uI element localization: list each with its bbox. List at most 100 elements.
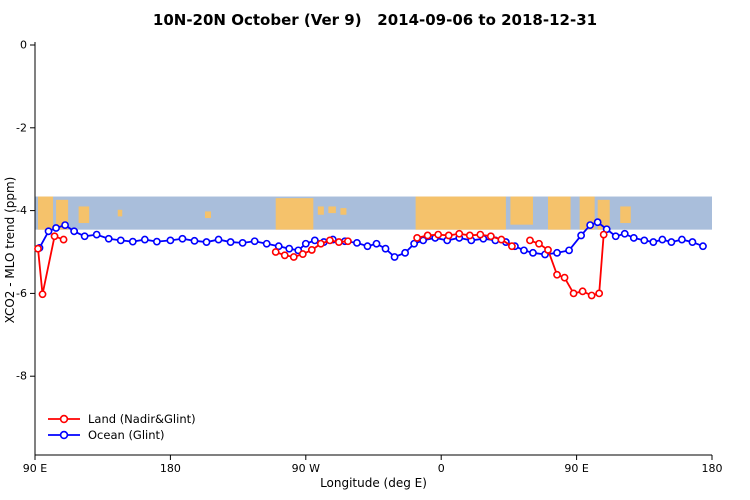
x-tick-label: 90 E — [564, 462, 588, 475]
data-point — [413, 234, 422, 242]
legend-label-land: Land (Nadir&Glint) — [88, 412, 196, 426]
data-point — [640, 236, 649, 245]
y-tick-label: -2 — [16, 121, 27, 134]
data-point — [128, 237, 137, 246]
data-point — [423, 231, 432, 240]
data-point — [390, 253, 399, 261]
data-point — [80, 232, 89, 241]
data-point — [190, 236, 199, 245]
legend-item-land: Land (Nadir&Glint) — [47, 411, 196, 427]
y-tick-label: -6 — [16, 287, 27, 300]
x-tick-label: 90 E — [23, 462, 47, 475]
data-point — [289, 253, 298, 261]
map-band — [35, 196, 712, 230]
data-point — [274, 242, 283, 251]
data-point — [529, 248, 537, 257]
data-point — [486, 232, 495, 241]
data-point — [381, 244, 390, 253]
data-point — [553, 270, 561, 279]
data-point — [50, 232, 59, 241]
data-point — [344, 237, 352, 246]
data-point — [52, 224, 60, 232]
data-point — [238, 238, 247, 247]
data-point — [38, 290, 47, 299]
data-point — [59, 235, 68, 244]
data-point — [434, 230, 443, 239]
data-point — [658, 235, 667, 244]
data-point — [629, 234, 638, 242]
legend: Land (Nadir&Glint) Ocean (Glint) — [47, 411, 196, 443]
data-point — [410, 239, 419, 248]
data-point — [586, 221, 595, 229]
data-point — [226, 238, 235, 246]
axes — [34, 42, 712, 456]
data-point — [569, 289, 578, 298]
series-land — [34, 229, 608, 300]
data-point — [620, 229, 629, 238]
data-point — [649, 238, 658, 246]
data-point — [444, 231, 453, 240]
data-point — [214, 235, 223, 244]
data-point — [497, 235, 506, 244]
legend-label-ocean: Ocean (Glint) — [88, 428, 165, 442]
data-point — [599, 230, 608, 239]
data-point — [250, 237, 259, 246]
data-point — [70, 227, 79, 236]
x-tick-label: 180 — [160, 462, 181, 475]
data-point — [202, 238, 211, 246]
y-tick-label: -4 — [16, 204, 27, 217]
data-point — [560, 273, 569, 282]
y-tick-label: -8 — [16, 370, 27, 383]
legend-item-ocean: Ocean (Glint) — [47, 427, 196, 443]
x-tick-label: 0 — [438, 462, 445, 475]
data-point — [553, 248, 561, 257]
legend-key-ocean-icon — [48, 430, 80, 440]
data-point — [476, 230, 485, 239]
data-point — [508, 242, 516, 251]
data-point — [526, 236, 534, 245]
data-point — [667, 238, 676, 246]
data-point — [593, 218, 602, 227]
data-point — [140, 235, 149, 244]
data-point — [611, 232, 620, 241]
data-point — [544, 246, 552, 254]
data-point — [166, 236, 175, 245]
tick-labels: 0 -2 -4 -6 -8 90 E 180 90 W 0 90 E 180 — [16, 39, 722, 476]
data-point — [595, 289, 604, 298]
data-point — [577, 231, 586, 240]
chart-title: 10N-20N October (Ver 9) 2014-09-06 to 20… — [152, 11, 598, 29]
data-point — [587, 291, 596, 300]
data-point — [178, 234, 187, 243]
data-point — [678, 235, 686, 244]
x-tick-label: 90 W — [292, 462, 320, 475]
data-point — [116, 236, 125, 245]
x-axis-title: Longitude (deg E) — [320, 476, 427, 490]
data-point — [363, 242, 372, 251]
data-point — [310, 236, 319, 245]
data-point — [699, 242, 707, 251]
data-point — [535, 239, 543, 248]
data-point — [688, 238, 697, 246]
data-point — [325, 236, 334, 245]
data-point — [271, 248, 280, 256]
data-point — [61, 221, 69, 229]
data-point — [316, 239, 325, 248]
data-point — [401, 248, 409, 257]
data-point — [578, 287, 587, 296]
data-point — [104, 234, 113, 243]
data-point — [298, 250, 307, 258]
data-point — [280, 251, 289, 260]
data-point — [301, 239, 310, 248]
data-point — [152, 237, 161, 246]
data-point — [307, 246, 316, 254]
data-point — [465, 231, 474, 240]
legend-key-land-icon — [48, 414, 80, 424]
y-tick-label: 0 — [20, 39, 27, 52]
data-point — [520, 246, 528, 255]
data-point — [92, 230, 101, 239]
data-point — [455, 229, 464, 238]
data-point — [34, 244, 42, 253]
data-point — [262, 239, 271, 248]
